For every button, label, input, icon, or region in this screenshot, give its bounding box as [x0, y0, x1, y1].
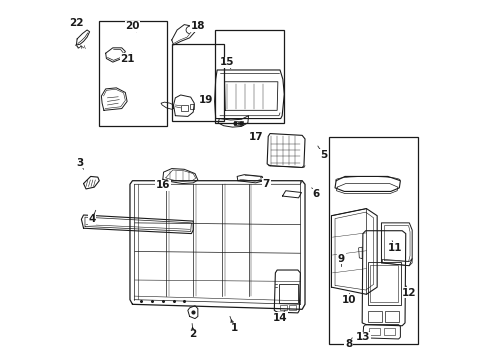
Text: 15: 15	[220, 57, 234, 67]
Bar	[99, 21, 167, 126]
Text: 19: 19	[198, 95, 213, 105]
Text: 17: 17	[248, 132, 263, 142]
Text: 3: 3	[76, 158, 84, 168]
Text: 11: 11	[388, 243, 402, 253]
Bar	[181, 105, 188, 111]
Bar	[280, 305, 287, 310]
Text: 9: 9	[338, 253, 345, 264]
Bar	[279, 284, 298, 303]
Text: 6: 6	[313, 189, 320, 199]
Bar	[289, 305, 296, 310]
Text: 4: 4	[88, 214, 96, 224]
Text: 8: 8	[345, 339, 352, 349]
Text: 5: 5	[320, 150, 327, 160]
Bar	[369, 328, 380, 336]
Text: 1: 1	[231, 323, 238, 333]
Bar	[385, 311, 399, 322]
Text: 22: 22	[69, 18, 84, 28]
Bar	[172, 44, 223, 121]
Text: 7: 7	[263, 179, 270, 189]
Bar	[368, 262, 401, 305]
Text: 20: 20	[125, 21, 140, 31]
Bar	[384, 328, 395, 336]
Text: 13: 13	[356, 332, 370, 342]
Bar	[239, 121, 243, 125]
Bar	[370, 265, 398, 302]
Text: 18: 18	[191, 21, 205, 31]
Text: 21: 21	[121, 54, 135, 64]
Text: 14: 14	[273, 312, 287, 323]
Text: 16: 16	[156, 180, 170, 190]
Bar	[329, 137, 417, 344]
Bar	[190, 104, 194, 109]
Text: 2: 2	[190, 329, 197, 339]
Bar	[215, 30, 284, 123]
Bar	[368, 311, 382, 322]
Bar	[234, 121, 238, 125]
Text: 12: 12	[402, 288, 416, 297]
Text: 10: 10	[342, 295, 356, 305]
